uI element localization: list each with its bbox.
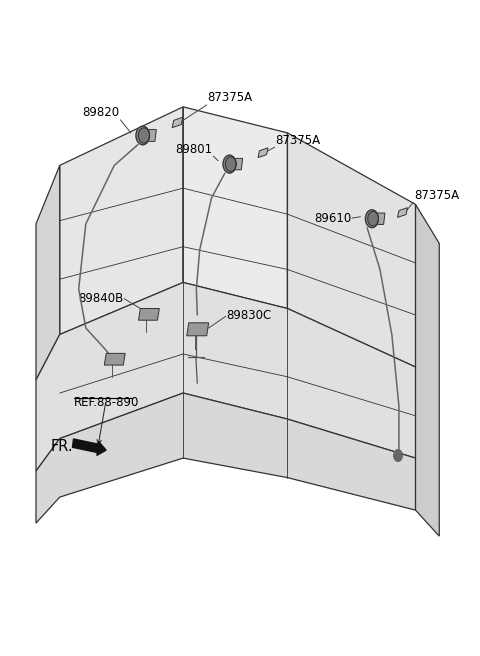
Polygon shape [368, 213, 385, 224]
FancyArrow shape [72, 439, 106, 455]
Text: 87375A: 87375A [414, 189, 459, 202]
Text: 89820: 89820 [83, 106, 120, 119]
Polygon shape [288, 133, 416, 367]
Polygon shape [104, 354, 125, 365]
Text: FR.: FR. [50, 439, 73, 454]
Polygon shape [187, 323, 209, 336]
Circle shape [226, 157, 236, 171]
Circle shape [365, 210, 378, 228]
Text: 89830C: 89830C [227, 309, 272, 322]
Text: 89840B: 89840B [78, 292, 123, 305]
Polygon shape [139, 129, 156, 142]
Circle shape [136, 126, 150, 145]
Circle shape [138, 128, 150, 143]
Polygon shape [36, 283, 416, 471]
Text: 89801: 89801 [175, 142, 213, 155]
Polygon shape [60, 107, 183, 335]
Text: REF.88-890: REF.88-890 [74, 396, 139, 409]
Circle shape [394, 449, 402, 461]
Polygon shape [172, 117, 183, 128]
Polygon shape [258, 148, 268, 157]
Polygon shape [138, 308, 159, 320]
Text: 89610: 89610 [314, 212, 351, 224]
Circle shape [223, 155, 236, 173]
Text: 87375A: 87375A [208, 91, 253, 104]
Polygon shape [36, 393, 416, 523]
Polygon shape [226, 158, 242, 170]
Polygon shape [397, 208, 408, 217]
Text: 87375A: 87375A [276, 134, 321, 146]
Polygon shape [183, 107, 288, 308]
Circle shape [368, 211, 378, 226]
Polygon shape [36, 165, 60, 380]
Polygon shape [416, 205, 439, 536]
